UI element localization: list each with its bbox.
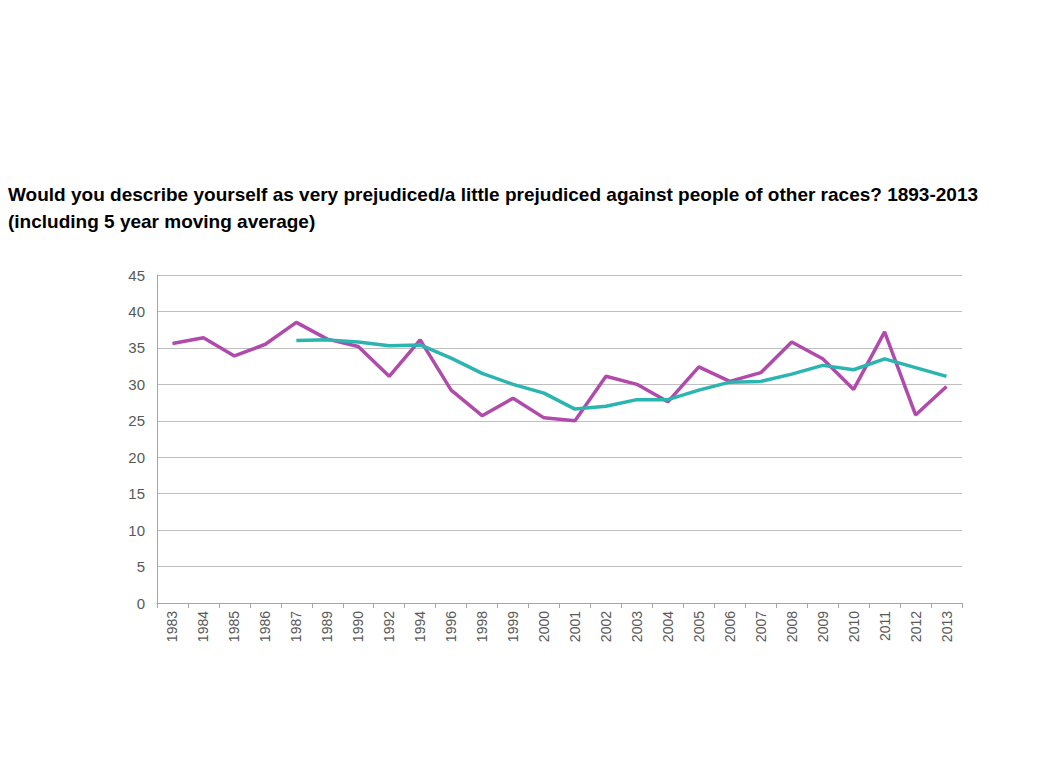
- svg-text:2000: 2000: [536, 611, 552, 642]
- svg-text:1990: 1990: [350, 611, 366, 642]
- svg-text:30: 30: [128, 376, 145, 393]
- svg-text:1996: 1996: [443, 611, 459, 642]
- svg-text:1989: 1989: [319, 611, 335, 642]
- svg-text:1985: 1985: [226, 611, 242, 642]
- svg-text:15: 15: [128, 485, 145, 502]
- svg-text:(including 5 year moving avera: (including 5 year moving average): [8, 211, 315, 232]
- svg-text:2012: 2012: [908, 611, 924, 642]
- svg-text:2006: 2006: [722, 611, 738, 642]
- svg-text:2004: 2004: [660, 611, 676, 642]
- svg-text:2008: 2008: [784, 611, 800, 642]
- svg-text:1998: 1998: [474, 611, 490, 642]
- svg-text:2005: 2005: [691, 611, 707, 642]
- svg-text:2010: 2010: [846, 611, 862, 642]
- svg-text:Would you describe yourself as: Would you describe yourself as very prej…: [8, 184, 983, 205]
- svg-text:20: 20: [128, 449, 145, 466]
- svg-text:2001: 2001: [567, 611, 583, 642]
- svg-text:2007: 2007: [753, 611, 769, 642]
- svg-text:25: 25: [128, 412, 145, 429]
- svg-text:2009: 2009: [815, 611, 831, 642]
- svg-text:1983: 1983: [164, 611, 180, 642]
- svg-text:45: 45: [128, 267, 145, 284]
- svg-text:10: 10: [128, 522, 145, 539]
- svg-text:1994: 1994: [412, 611, 428, 642]
- svg-text:1986: 1986: [257, 611, 273, 642]
- svg-text:1992: 1992: [381, 611, 397, 642]
- svg-text:1984: 1984: [195, 611, 211, 642]
- svg-text:1999: 1999: [505, 611, 521, 642]
- svg-text:35: 35: [128, 339, 145, 356]
- svg-text:5: 5: [137, 558, 145, 575]
- svg-text:2013: 2013: [939, 611, 955, 642]
- svg-text:2011: 2011: [877, 611, 893, 641]
- svg-text:40: 40: [128, 303, 145, 320]
- svg-text:2003: 2003: [629, 611, 645, 642]
- svg-text:0: 0: [137, 595, 145, 612]
- svg-text:1987: 1987: [288, 611, 304, 642]
- svg-text:2002: 2002: [598, 611, 614, 642]
